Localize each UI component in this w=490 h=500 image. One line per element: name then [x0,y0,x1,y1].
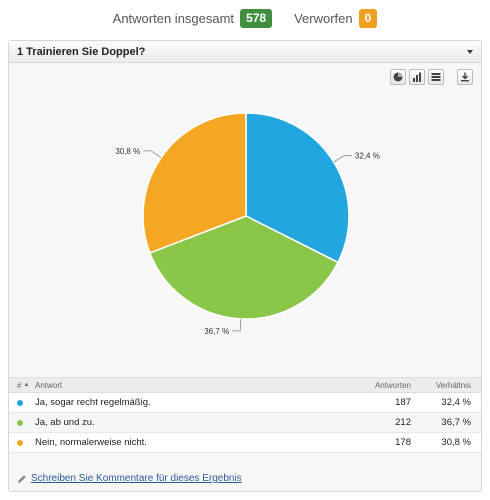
pie-leader-line-1 [232,318,242,332]
row-count: 178 [395,437,411,448]
sort-up-icon[interactable]: ▲ [23,382,30,388]
pie-chart: 32,4 % 36,7 % 30,8 % [115,112,380,336]
table-header: # ▲ Antwort Antworten Verhältnis [9,377,481,393]
col-count-header[interactable]: Antworten [374,380,411,390]
col-num-header[interactable]: # ▲ [17,380,30,390]
comment-link-row: Schreiben Sie Kommentare für dieses Erge… [17,473,242,484]
pie-chart-button[interactable] [390,69,406,85]
legend-dot-icon [17,399,23,406]
pie-label-0: 32,4 % [355,152,380,161]
response-summary: Antworten insgesamt 578 Verworfen 0 [0,9,490,28]
row-ratio: 36,7 % [441,417,471,428]
row-answer: Nein, normalerweise nicht. [35,437,147,448]
row-count: 187 [395,397,411,408]
table-icon [431,73,441,81]
collapse-caret-icon[interactable] [467,49,473,54]
rejected-label: Verworfen [294,11,353,26]
results-table: # ▲ Antwort Antworten Verhältnis Ja, soga… [9,377,481,453]
question-panel: 1 Trainieren Sie Doppel? [8,40,482,492]
table-row: Nein, normalerweise nicht. 178 30,8 % [9,433,481,453]
table-row: Ja, ab und zu. 212 36,7 % [9,413,481,433]
total-responses-badge: 578 [240,9,273,28]
row-answer: Ja, ab und zu. [35,417,95,428]
table-view-button[interactable] [428,69,444,85]
download-icon [461,72,469,82]
download-button[interactable] [457,69,473,85]
rejected-badge: 0 [358,9,378,28]
pie-slice-1[interactable] [148,215,339,320]
row-answer: Ja, sogar recht regelmäßig. [35,397,151,408]
write-comment-link[interactable]: Schreiben Sie Kommentare für dieses Erge… [31,473,242,484]
pie-label-2: 30,8 % [115,147,140,156]
question-title: 1 Trainieren Sie Doppel? [17,45,146,58]
col-answer-header[interactable]: Antwort [35,380,63,390]
legend-dot-icon [17,439,23,446]
legend-dot-icon [17,419,23,426]
table-row: Ja, sogar recht regelmäßig. 187 32,4 % [9,393,481,413]
pencil-icon [18,474,26,483]
pie-leader-line-2 [143,150,162,158]
bar-chart-button[interactable] [409,69,425,85]
total-responses: Antworten insgesamt 578 [112,9,273,28]
chart-toolbar [387,69,473,85]
row-ratio: 32,4 % [441,397,471,408]
pie-chart-icon [393,72,403,82]
col-ratio-header[interactable]: Verhältnis [435,380,471,390]
pie-label-1: 36,7 % [204,327,229,336]
total-responses-label: Antworten insgesamt [112,11,235,26]
pie-chart-area: 32,4 % 36,7 % 30,8 % [9,77,483,377]
pie-slice-0[interactable] [245,112,350,264]
bar-chart-icon [413,72,421,82]
row-count: 212 [395,417,411,428]
row-ratio: 30,8 % [441,437,471,448]
question-header[interactable]: 1 Trainieren Sie Doppel? [9,41,481,63]
pie-leader-line-0 [333,155,352,163]
rejected-responses: Verworfen 0 [294,9,378,28]
